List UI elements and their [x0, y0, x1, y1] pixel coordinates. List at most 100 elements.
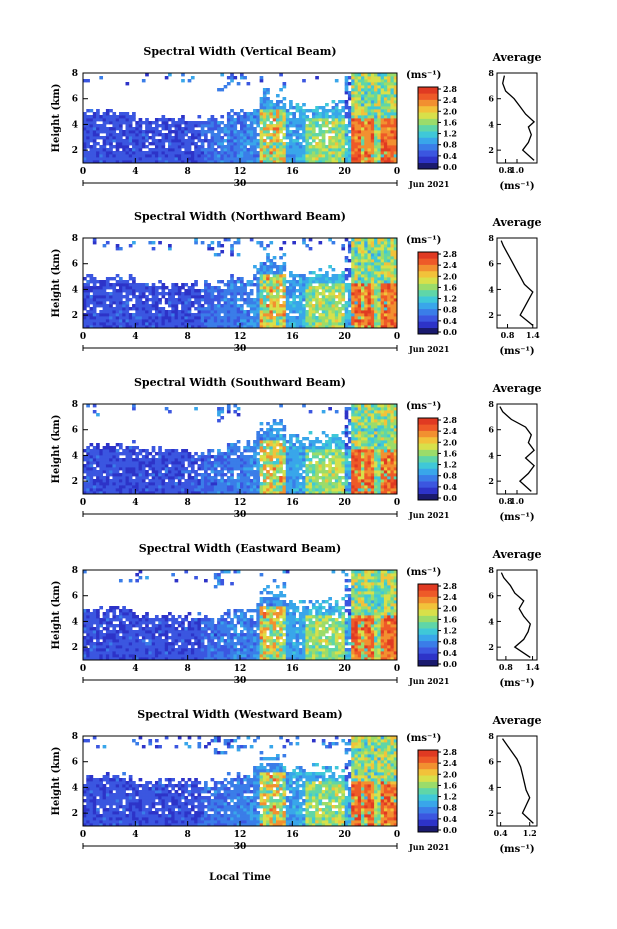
- heatmap-cell: [338, 461, 342, 465]
- heatmap-cell: [161, 313, 166, 317]
- heatmap-cell: [295, 139, 300, 143]
- heatmap-cell: [99, 124, 104, 128]
- average-y-tick-label: 6: [488, 94, 494, 104]
- heatmap-cell: [295, 307, 300, 311]
- heatmap-cell: [115, 298, 120, 302]
- heatmap-cell: [387, 94, 391, 98]
- heatmap-cell: [361, 298, 365, 302]
- heatmap-cell: [354, 238, 359, 242]
- heatmap-cell: [370, 274, 375, 278]
- heatmap-cell: [374, 247, 378, 251]
- heatmap-cell: [347, 485, 352, 489]
- heatmap-cell: [357, 271, 362, 275]
- heatmap-cell: [289, 479, 293, 483]
- heatmap-cell: [374, 85, 378, 89]
- heatmap-cell: [184, 310, 189, 314]
- heatmap-cell: [334, 112, 339, 116]
- heatmap-cell: [233, 304, 238, 308]
- heatmap-cell: [259, 76, 264, 80]
- heatmap-cell: [298, 461, 303, 465]
- heatmap-cell: [96, 322, 100, 326]
- heatmap-cell: [83, 325, 87, 329]
- heatmap-cell: [390, 313, 395, 317]
- heatmap-cell: [390, 127, 395, 131]
- heatmap-cell: [236, 304, 241, 308]
- heatmap-cell: [240, 452, 244, 456]
- heatmap-cell: [141, 121, 146, 125]
- heatmap-cell: [357, 244, 362, 248]
- heatmap-cell: [367, 247, 372, 251]
- heatmap-cell: [380, 313, 385, 317]
- heatmap-cell: [321, 446, 326, 450]
- heatmap-cell: [387, 115, 391, 119]
- heatmap-cell: [210, 136, 215, 140]
- heatmap-cell: [190, 319, 195, 323]
- heatmap-cell: [115, 322, 120, 326]
- heatmap-cell: [83, 476, 87, 480]
- heatmap-cell: [128, 154, 133, 158]
- heatmap-cell: [259, 241, 264, 245]
- heatmap-cell: [112, 325, 117, 329]
- heatmap-cell: [275, 434, 280, 438]
- heatmap-cell: [308, 316, 313, 320]
- heatmap-cell: [383, 112, 388, 116]
- heatmap-cell: [285, 458, 290, 462]
- heatmap-cell: [354, 121, 359, 125]
- heatmap-cell: [135, 452, 139, 456]
- heatmap-cell: [187, 479, 192, 483]
- heatmap-cell: [338, 109, 342, 113]
- heatmap-cell: [377, 253, 382, 257]
- heatmap-cell: [331, 488, 336, 492]
- heatmap-cell: [86, 139, 90, 143]
- heatmap-cell: [122, 322, 126, 326]
- heatmap-cell: [102, 461, 107, 465]
- heatmap-cell: [370, 262, 375, 266]
- heatmap-cell: [158, 310, 162, 314]
- heatmap-cell: [253, 148, 257, 152]
- heatmap-cell: [364, 115, 368, 119]
- heatmap-cell: [138, 449, 143, 453]
- heatmap-cell: [383, 109, 388, 113]
- heatmap-cell: [246, 118, 251, 122]
- heatmap-cell: [259, 280, 264, 284]
- colorbar-swatch: [418, 283, 438, 291]
- heatmap-cell: [266, 428, 270, 432]
- heatmap-cell: [148, 313, 153, 317]
- heatmap-cell: [213, 160, 218, 164]
- heatmap-cell: [321, 283, 326, 287]
- heatmap-cell: [236, 458, 241, 462]
- heatmap-cell: [236, 310, 241, 314]
- heatmap-cell: [279, 404, 283, 408]
- heatmap-cell: [269, 437, 274, 441]
- heatmap-cell: [168, 452, 172, 456]
- heatmap-cell: [164, 292, 169, 296]
- heatmap-cell: [243, 298, 247, 302]
- heatmap-cell: [89, 298, 94, 302]
- heatmap-cell: [344, 313, 349, 317]
- heatmap-cell: [249, 136, 254, 140]
- heatmap-cell: [383, 265, 388, 269]
- heatmap-cell: [347, 130, 352, 134]
- heatmap-cell: [390, 154, 395, 158]
- heatmap-cell: [240, 154, 244, 158]
- heatmap-cell: [374, 115, 378, 119]
- heatmap-cell: [240, 151, 244, 155]
- heatmap-cell: [128, 491, 133, 495]
- heatmap-cell: [135, 322, 139, 326]
- heatmap-cell: [233, 289, 238, 293]
- heatmap-cell: [118, 325, 123, 329]
- heatmap-cell: [331, 449, 336, 453]
- heatmap-cell: [383, 271, 388, 275]
- heatmap-cell: [194, 145, 198, 149]
- heatmap-cell: [305, 127, 310, 131]
- heatmap-cell: [298, 488, 303, 492]
- heatmap-cell: [154, 292, 159, 296]
- heatmap-cell: [370, 100, 375, 104]
- heatmap-cell: [269, 485, 274, 489]
- heatmap-cell: [204, 473, 208, 477]
- heatmap-cell: [213, 295, 218, 299]
- heatmap-cell: [354, 259, 359, 263]
- heatmap-cell: [282, 470, 287, 474]
- heatmap-cell: [328, 121, 332, 125]
- heatmap-cell: [190, 142, 195, 146]
